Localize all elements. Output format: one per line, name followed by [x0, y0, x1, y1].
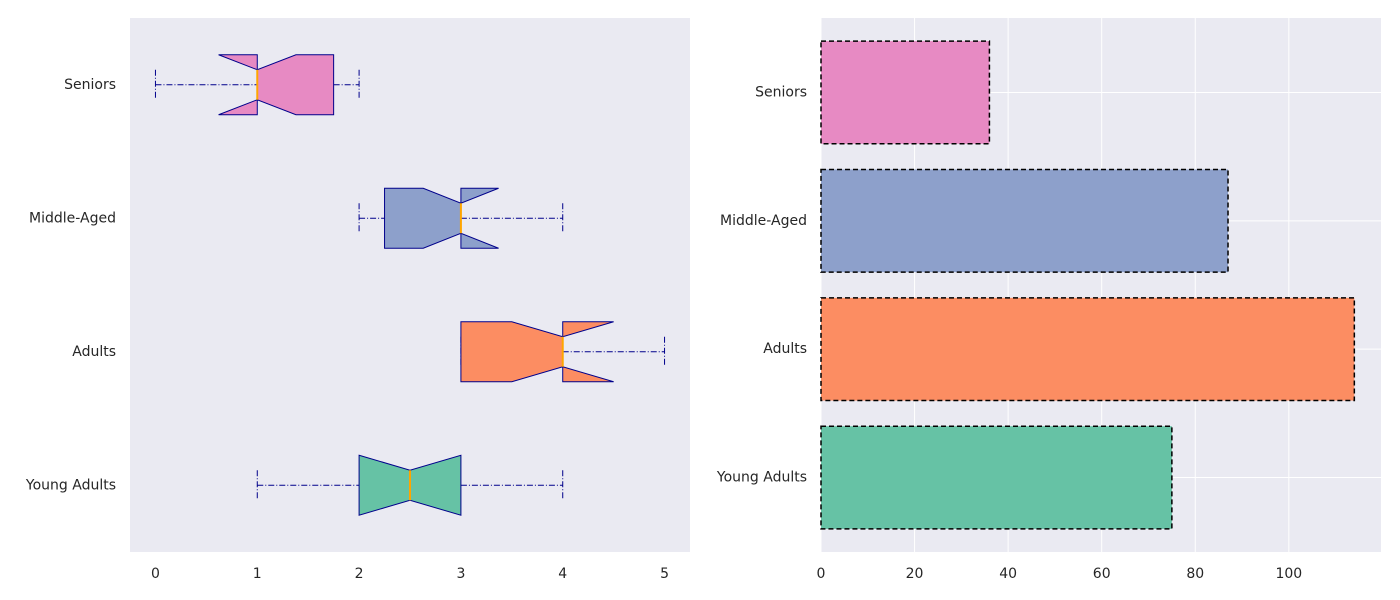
x-tick-label: 40: [999, 566, 1017, 582]
bar: [820, 425, 1173, 530]
y-tick-label: Young Adults: [716, 470, 807, 486]
box: [218, 54, 335, 116]
x-tick-label: 0: [817, 566, 826, 582]
x-tick-label: 2: [355, 566, 364, 582]
x-tick-label: 5: [660, 566, 669, 582]
box: [384, 187, 499, 249]
bar: [820, 297, 1356, 402]
y-tick-label: Seniors: [64, 77, 116, 93]
x-tick-label: 1: [253, 566, 262, 582]
bar: [820, 40, 991, 145]
x-tick-label: 100: [1275, 566, 1302, 582]
y-tick-label: Seniors: [755, 84, 807, 100]
y-tick-label: Adults: [763, 341, 807, 357]
y-tick-label: Middle-Aged: [720, 213, 807, 229]
x-tick-label: 4: [558, 566, 567, 582]
y-tick-label: Adults: [72, 344, 116, 360]
x-tick-label: 20: [906, 566, 924, 582]
bar: [820, 168, 1229, 273]
x-tick-label: 0: [151, 566, 160, 582]
box: [460, 321, 614, 383]
y-tick-label: Middle-Aged: [29, 210, 116, 226]
y-tick-label: Young Adults: [25, 477, 116, 493]
x-tick-label: 80: [1186, 566, 1204, 582]
x-tick-label: 3: [456, 566, 465, 582]
x-tick-label: 60: [1093, 566, 1111, 582]
plot-area: [130, 18, 690, 552]
